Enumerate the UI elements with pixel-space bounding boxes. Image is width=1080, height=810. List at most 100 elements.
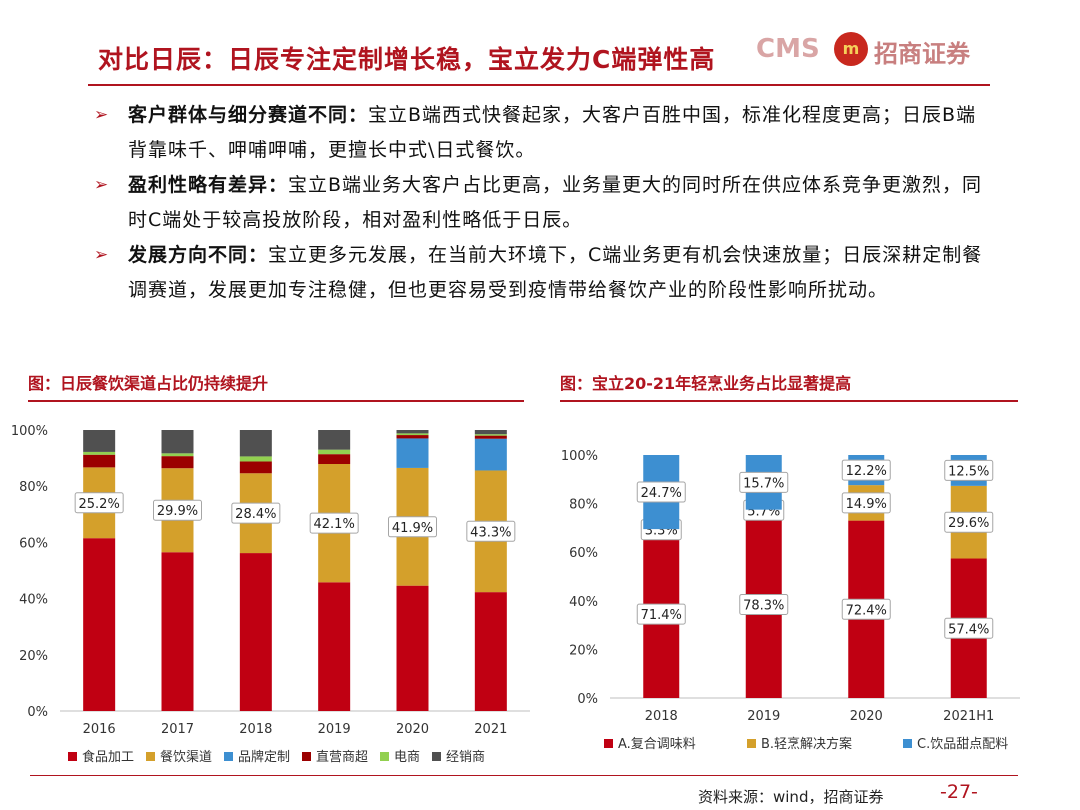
y-tick-label: 40%: [569, 595, 598, 610]
bullet-text: 宝立B端业务大客户占比更高，业务量更大的同时所在供应体系竞争更激烈，同时C端处于…: [128, 174, 983, 231]
data-label-box: [944, 617, 994, 639]
x-tick-label: 2020: [396, 722, 429, 737]
legend-swatch: [224, 752, 233, 761]
x-tick-label: 2018: [645, 709, 678, 724]
data-label-box: [739, 593, 789, 615]
bar-segment: [161, 552, 194, 711]
x-tick-label: 2017: [161, 722, 194, 737]
data-label-box: [231, 502, 281, 524]
legend-swatch: [146, 752, 155, 761]
bar-segment: [83, 430, 116, 452]
legend-label: 经销商: [446, 750, 485, 765]
bar-segment: [239, 461, 272, 474]
data-label: 28.4%: [235, 507, 276, 522]
legend-label: 食品加工: [82, 749, 134, 765]
x-tick-label: 2021H1: [943, 709, 994, 724]
y-tick-label: 100%: [561, 449, 598, 464]
legend-swatch: [68, 752, 77, 761]
footer-divider: [30, 775, 1018, 776]
logo-cms-text: CMS: [756, 34, 820, 64]
bar-segment: [474, 592, 507, 711]
data-label-box: [153, 499, 202, 521]
chart-left: 0% 20% 40% 60% 80% 100% 2016 25.2% 2017 29.9% 2018…: [11, 424, 530, 765]
chart-title-right: 图：宝立20-21年轻烹业务占比显著提高: [560, 374, 852, 393]
data-label: 41.9%: [392, 521, 433, 536]
legend-swatch: [302, 752, 311, 761]
data-label: 24.7%: [641, 486, 682, 501]
y-tick-label: 60%: [19, 536, 48, 551]
bullet-arrow-icon: ➢: [94, 175, 110, 195]
legend-label: A.复合调味料: [618, 737, 696, 752]
chart-title-left: 图：日辰餐饮渠道占比仍持续提升: [28, 374, 269, 393]
x-tick-label: 2016: [83, 722, 116, 737]
x-tick-label: 2019: [747, 709, 780, 724]
legend-label: C.饮品甜点配料: [917, 736, 1008, 752]
legend-label: 电商: [394, 750, 420, 765]
data-label-box: [636, 603, 686, 625]
data-label-box: [944, 511, 994, 533]
bar-segment: [396, 430, 429, 434]
bullet-arrow-icon: ➢: [94, 245, 110, 265]
bar-segment: [83, 451, 116, 455]
chart-right: 0%20%40%60%80%100%201871.4%3.3%24.7%2019…: [561, 449, 1020, 752]
y-tick-label: 20%: [19, 649, 48, 664]
data-label-box: [636, 481, 686, 503]
bar-segment: [83, 454, 116, 468]
y-tick-label: 0%: [577, 692, 598, 707]
bullet-item: ➢ 发展方向不同：宝立更多元发展，在当前大环境下，C端业务更有机会快速放量；日辰…: [94, 238, 994, 308]
chart-divider-right: [560, 400, 1018, 402]
data-label: 43.3%: [470, 525, 511, 540]
bullet-text: 宝立更多元发展，在当前大环境下，C端业务更有机会快速放量；日辰深耕定制餐调赛道，…: [128, 244, 983, 301]
data-label: 71.4%: [641, 608, 682, 623]
bar-segment: [161, 456, 194, 469]
page-number: -27-: [940, 781, 978, 803]
y-tick-label: 20%: [569, 643, 598, 658]
bar-segment: [396, 435, 429, 439]
y-tick-label: 0%: [27, 705, 48, 720]
legend-label: 直营商超: [316, 750, 368, 765]
data-label-box: [944, 459, 994, 481]
logo-cn-text: 招商证券: [874, 39, 970, 68]
page-title: 对比日辰：日辰专注定制增长稳，宝立发力C端弹性高: [98, 45, 716, 74]
data-label: 78.3%: [743, 598, 784, 613]
y-tick-label: 100%: [11, 424, 48, 439]
y-tick-label: 40%: [19, 593, 48, 608]
data-label: 42.1%: [314, 517, 355, 532]
data-label: 72.4%: [846, 603, 887, 618]
data-label-box: [388, 516, 437, 538]
legend-swatch: [903, 739, 912, 748]
bar-segment: [161, 430, 194, 454]
bullet-heading: 盈利性略有差异：: [128, 174, 289, 196]
data-label-box: [309, 512, 359, 534]
x-tick-label: 2019: [318, 722, 351, 737]
legend-swatch: [747, 739, 756, 748]
bar-segment: [396, 433, 429, 436]
data-label: 25.2%: [79, 497, 120, 512]
bar-segment: [396, 585, 429, 711]
x-tick-label: 2018: [239, 722, 272, 737]
bullet-arrow-icon: ➢: [94, 105, 110, 125]
legend-swatch: [380, 752, 389, 761]
data-label: 29.6%: [948, 516, 989, 531]
bar-segment: [239, 430, 272, 457]
y-tick-label: 80%: [569, 498, 598, 513]
bar-segment: [396, 438, 429, 468]
bullet-item: ➢ 客户群体与细分赛道不同：宝立B端西式快餐起家，大客户百胜中国，标准化程度更高…: [94, 98, 994, 168]
chart-divider-left: [28, 400, 524, 402]
bar-segment: [474, 435, 507, 439]
bar-segment: [83, 538, 116, 711]
x-tick-label: 2020: [850, 709, 883, 724]
data-label-box: [841, 492, 891, 514]
data-label: 29.9%: [157, 504, 198, 519]
bullet-text: 宝立B端西式快餐起家，大客户百胜中国，标准化程度更高；日辰B端背靠味千、呷哺呷哺…: [128, 104, 977, 161]
y-tick-label: 80%: [19, 480, 48, 495]
bullet-list: ➢ 客户群体与细分赛道不同：宝立B端西式快餐起家，大客户百胜中国，标准化程度更高…: [94, 98, 994, 308]
bar-segment: [318, 454, 351, 465]
data-label-box: [739, 471, 789, 493]
data-label-box: [466, 520, 516, 542]
data-label: 57.4%: [948, 622, 989, 637]
bullet-heading: 发展方向不同：: [128, 244, 269, 266]
legend-label: 餐饮渠道: [160, 749, 212, 765]
bar-segment: [318, 449, 351, 455]
bar-segment: [474, 438, 507, 471]
